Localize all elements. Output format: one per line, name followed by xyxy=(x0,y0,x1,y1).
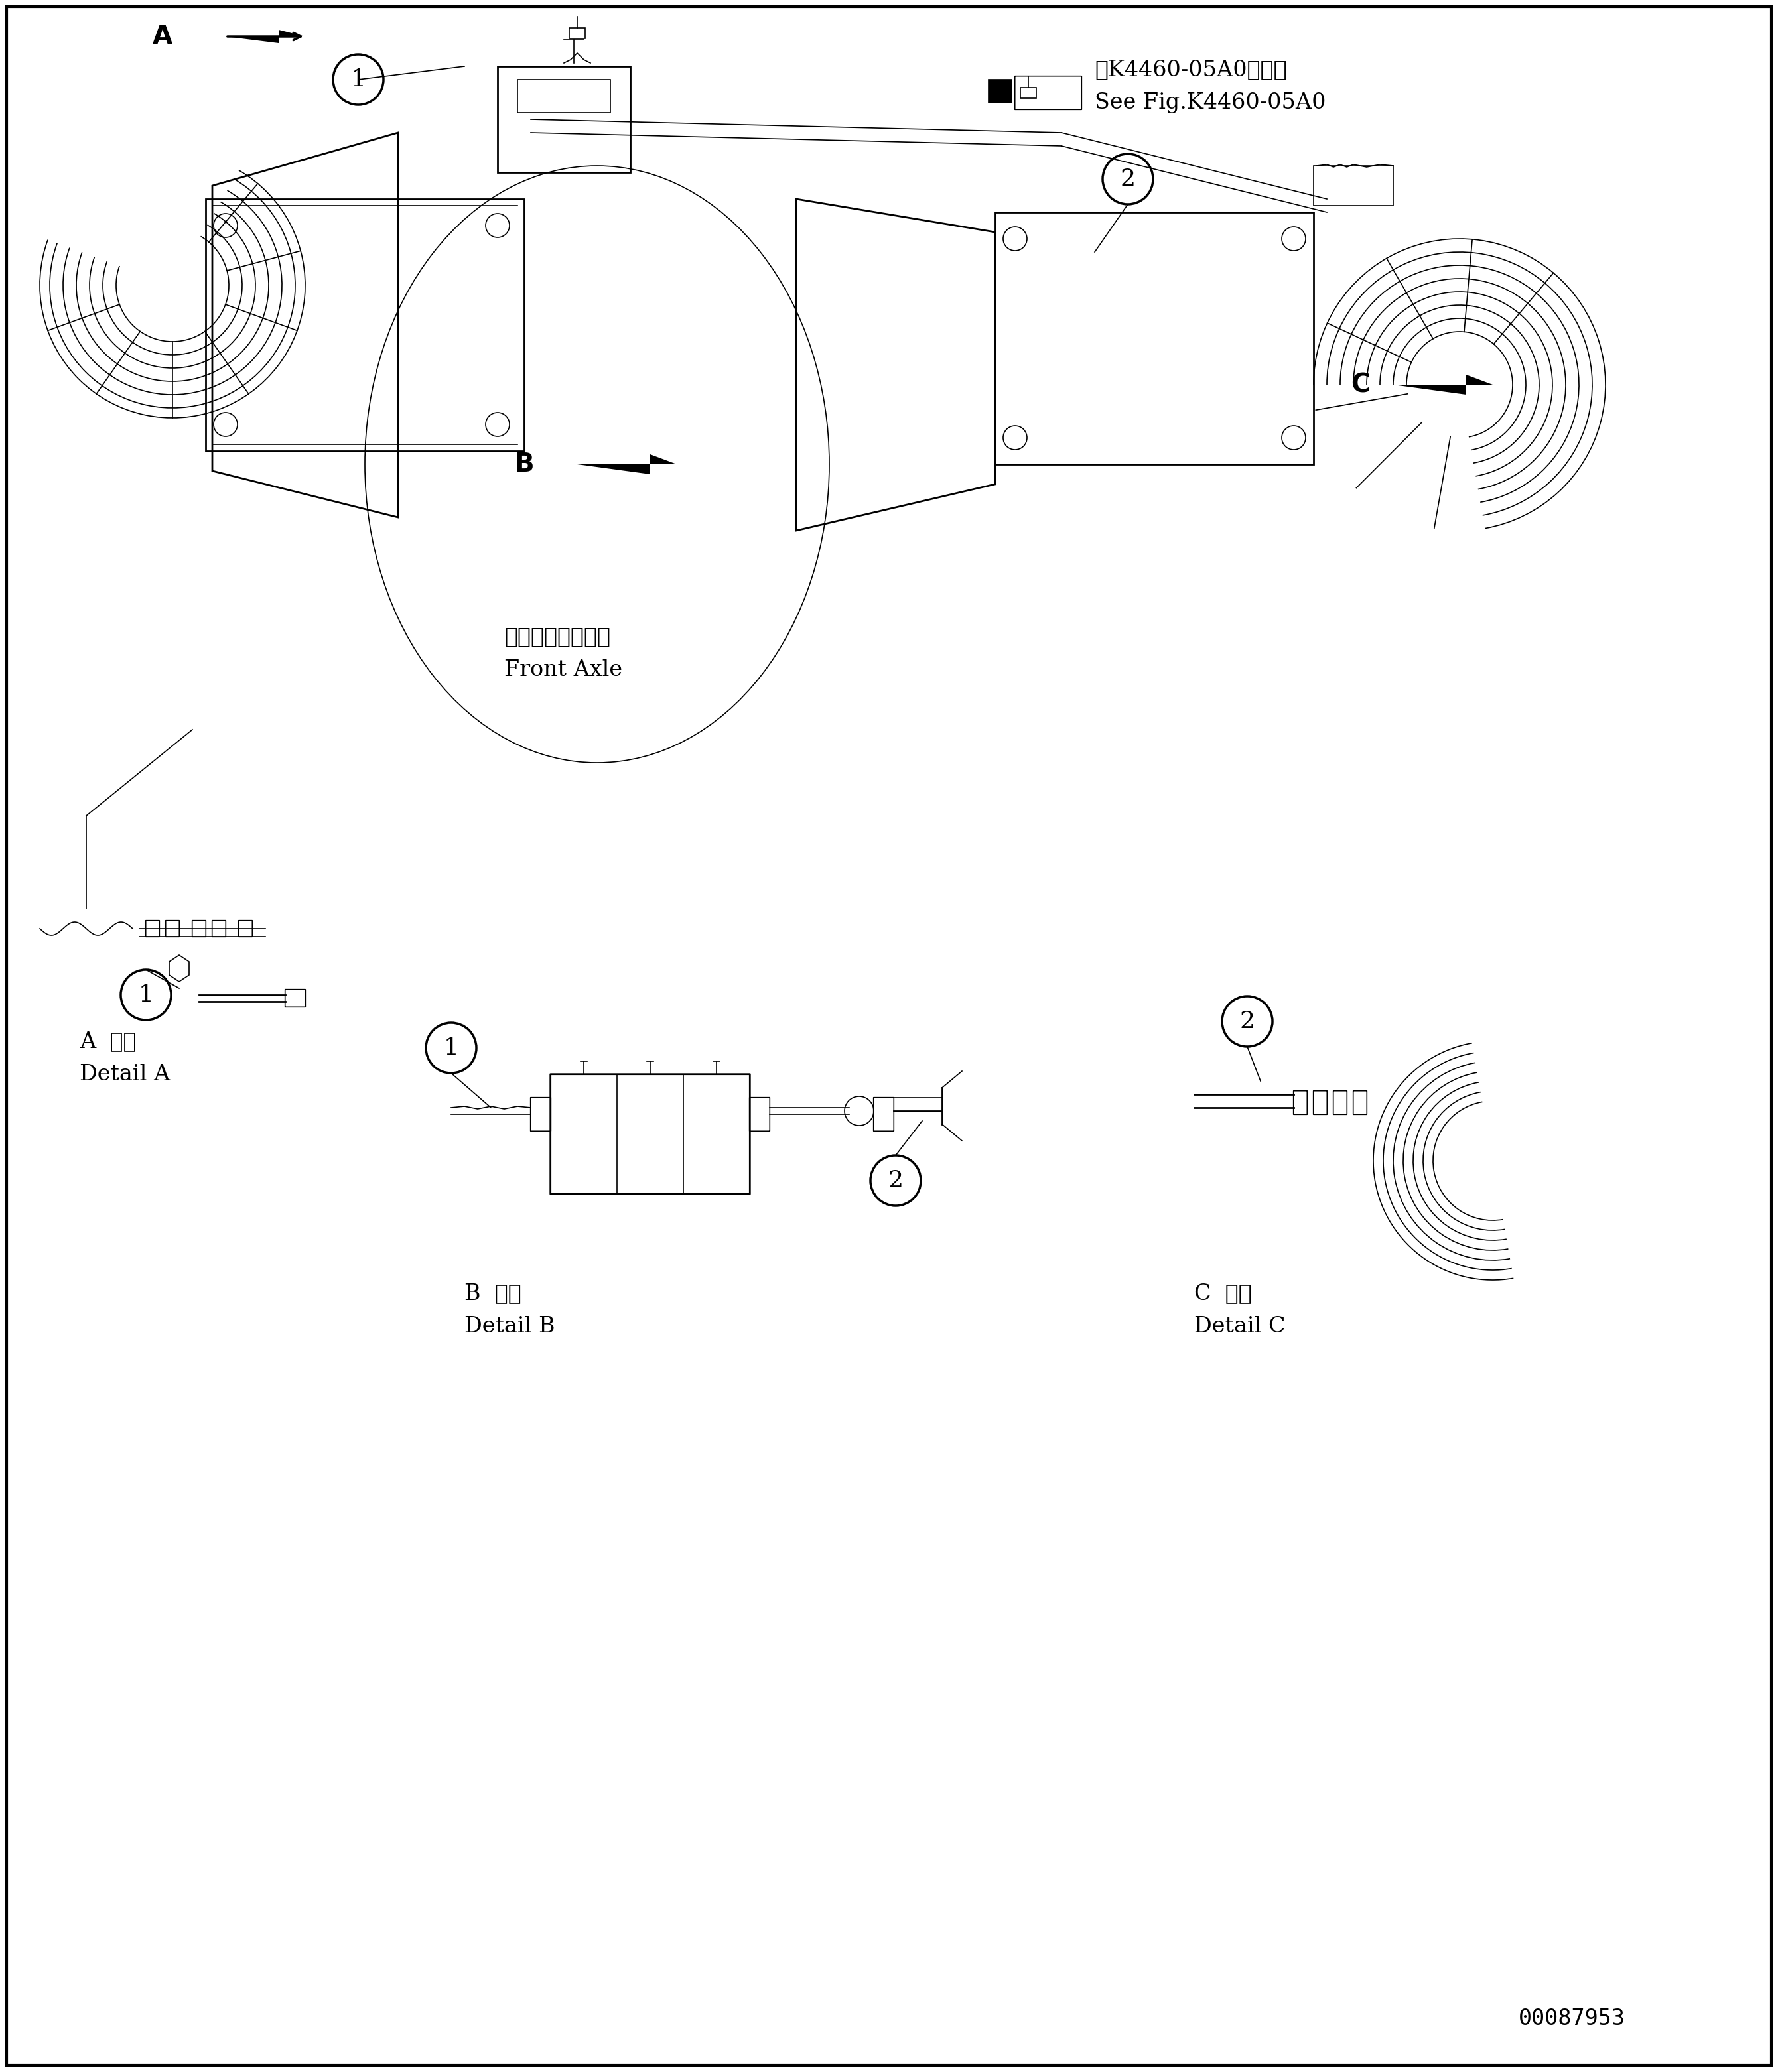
Text: C  詳細: C 詳細 xyxy=(1195,1283,1252,1303)
Text: B: B xyxy=(514,452,533,477)
Text: Front Axle: Front Axle xyxy=(505,659,622,680)
FancyBboxPatch shape xyxy=(989,79,1012,104)
Text: 2: 2 xyxy=(887,1169,903,1191)
Text: 1: 1 xyxy=(443,1036,459,1059)
Text: See Fig.K4460-05A0: See Fig.K4460-05A0 xyxy=(1095,91,1326,114)
Text: 1: 1 xyxy=(139,984,153,1007)
Polygon shape xyxy=(1394,375,1494,394)
Text: A: A xyxy=(153,25,172,50)
Text: C: C xyxy=(1351,373,1369,398)
Text: 第K4460-05A0図参照: 第K4460-05A0図参照 xyxy=(1095,58,1287,81)
Polygon shape xyxy=(578,454,677,474)
Text: A  詳細: A 詳細 xyxy=(80,1030,137,1053)
Text: フロントアクスル: フロントアクスル xyxy=(505,626,610,646)
Text: 1: 1 xyxy=(350,68,366,91)
Text: Detail C: Detail C xyxy=(1195,1316,1285,1336)
Polygon shape xyxy=(226,29,306,44)
Text: Detail B: Detail B xyxy=(464,1316,555,1336)
Text: 2: 2 xyxy=(1120,168,1136,191)
Text: 00087953: 00087953 xyxy=(1518,2008,1625,2031)
Text: 2: 2 xyxy=(1239,1011,1255,1032)
Text: Detail A: Detail A xyxy=(80,1063,171,1086)
Text: B  詳細: B 詳細 xyxy=(464,1283,521,1303)
